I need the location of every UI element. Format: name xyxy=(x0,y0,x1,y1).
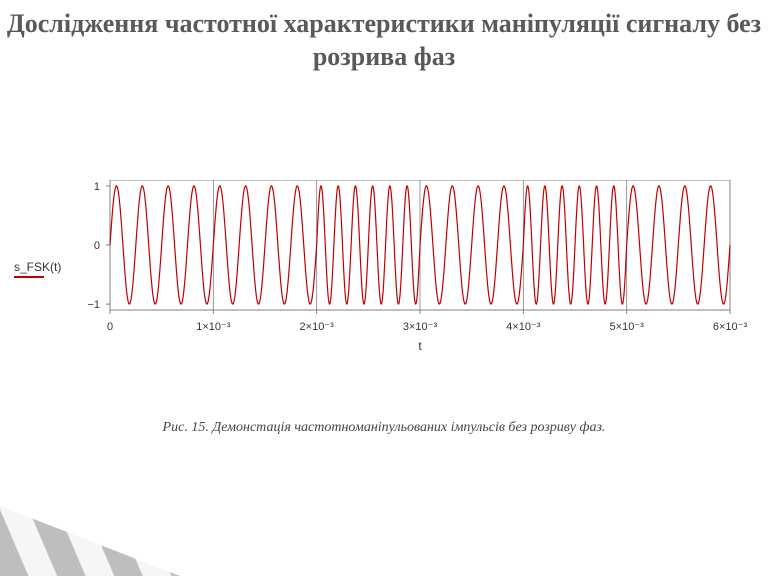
page: Дослідження частотної характеристики ман… xyxy=(0,0,768,576)
svg-text:1: 1 xyxy=(94,181,100,193)
page-title: Дослідження частотної характеристики ман… xyxy=(0,8,768,73)
corner-accent xyxy=(0,506,200,576)
svg-text:0: 0 xyxy=(94,240,100,252)
svg-text:5×10⁻³: 5×10⁻³ xyxy=(610,321,645,333)
svg-text:6×10⁻³: 6×10⁻³ xyxy=(713,321,748,333)
fsk-chart: −1 0 1 0 1×10⁻³ 2×10⁻³ 3×10⁻³ 4×10⁻³ 5×10⁻³ 6×10⁻… xyxy=(10,180,758,380)
svg-text:4×10⁻³: 4×10⁻³ xyxy=(506,321,541,333)
svg-text:3×10⁻³: 3×10⁻³ xyxy=(403,321,438,333)
chart-container: −1 0 1 0 1×10⁻³ 2×10⁻³ 3×10⁻³ 4×10⁻³ 5×10⁻³ 6×10⁻… xyxy=(10,180,758,380)
svg-text:0: 0 xyxy=(107,321,113,333)
figure-caption: Рис. 15. Демонстація частотноманіпульова… xyxy=(0,420,768,436)
svg-text:1×10⁻³: 1×10⁻³ xyxy=(196,321,231,333)
svg-text:−1: −1 xyxy=(87,299,100,311)
svg-text:t: t xyxy=(418,339,422,353)
svg-text:2×10⁻³: 2×10⁻³ xyxy=(300,321,335,333)
